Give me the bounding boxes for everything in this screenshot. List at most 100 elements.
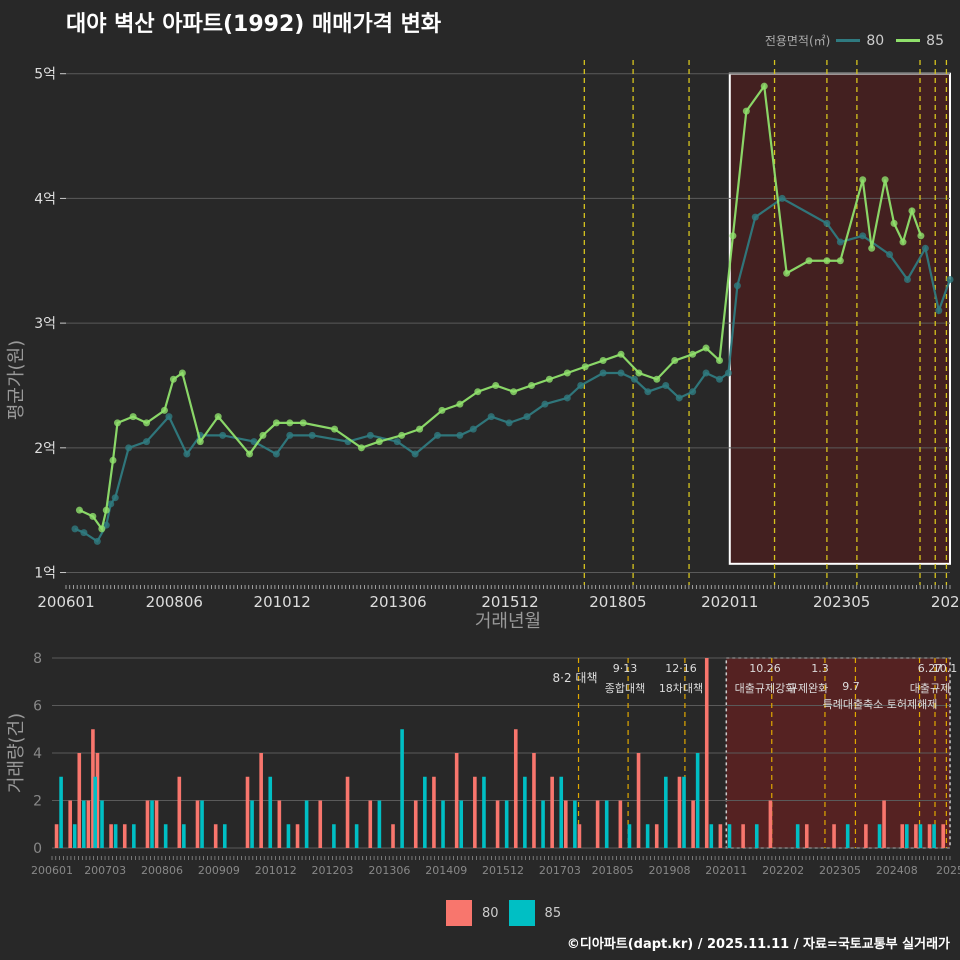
x-tick-label: 201512 [481, 593, 538, 611]
bar-legend: 80 85 [446, 900, 561, 926]
data-point-80 [733, 282, 741, 290]
bar-80 [927, 824, 932, 848]
data-point-85 [702, 344, 710, 352]
bar-85 [627, 824, 632, 848]
data-point-80 [630, 375, 638, 383]
bar-x-tick-label: 200703 [84, 864, 126, 877]
bar-80 [259, 753, 263, 848]
bar-x-tick-label: 201306 [368, 864, 410, 877]
bar-85 [918, 824, 923, 848]
bar-80 [577, 824, 582, 848]
data-point-85 [836, 257, 844, 265]
data-point-85 [581, 363, 589, 371]
data-point-80 [523, 413, 531, 421]
bar-x-tick-label: 201908 [648, 864, 690, 877]
data-point-85 [908, 207, 916, 215]
data-point-80 [662, 381, 670, 389]
policy-annotation: 특례대출축소 토허제해제 [823, 697, 938, 711]
data-point-85 [214, 413, 222, 421]
bar-80 [832, 824, 836, 848]
data-point-85 [510, 388, 518, 396]
data-point-85 [98, 525, 106, 533]
data-point-80 [71, 525, 79, 533]
legend-label-80: 80 [866, 32, 885, 49]
data-point-80 [921, 244, 929, 252]
y-tick-label: 4억 [34, 191, 56, 207]
bar-x-tick-label: 202011 [705, 864, 747, 877]
data-point-80 [715, 375, 723, 383]
bar-85 [377, 800, 382, 848]
data-point-80 [434, 431, 442, 439]
bar-80 [473, 776, 477, 848]
data-point-80 [469, 425, 477, 433]
bar-85 [459, 800, 464, 848]
data-point-85 [299, 419, 307, 427]
bar-80 [532, 753, 536, 848]
data-point-80 [778, 194, 786, 202]
data-point-85 [438, 406, 446, 414]
area-legend: 전용면적(㎡) 80 85 [765, 32, 950, 49]
data-point-80 [935, 307, 943, 315]
x-tick-label: 201805 [589, 593, 646, 611]
data-point-80 [111, 494, 119, 502]
bar-80 [704, 658, 709, 848]
data-point-80 [393, 438, 401, 446]
bar-80 [77, 753, 82, 848]
data-point-85 [102, 506, 110, 514]
bar-y-tick-label: 2 [33, 794, 42, 810]
bar-85 [541, 800, 545, 848]
bar-85 [727, 824, 732, 848]
data-point-85 [899, 238, 907, 246]
legend-swatch-85 [896, 39, 921, 42]
data-point-85 [563, 369, 571, 377]
data-point-80 [886, 251, 894, 259]
bar-80 [900, 824, 905, 848]
bar-85 [482, 776, 486, 848]
bar-80 [145, 800, 150, 848]
y-tick-label: 3억 [34, 316, 56, 332]
policy-annotation: 규제완화 [788, 682, 828, 695]
data-point-85 [416, 425, 424, 433]
bar-85 [441, 800, 445, 848]
data-point-80 [107, 500, 115, 508]
highlight-region [728, 72, 951, 565]
bar-x-tick-label: 202305 [819, 864, 861, 877]
data-point-85 [474, 388, 482, 396]
bar-x-tick-label: 200806 [141, 864, 183, 877]
data-point-80 [675, 394, 683, 402]
bar-85 [423, 776, 427, 848]
data-point-80 [724, 369, 732, 377]
data-point-80 [366, 431, 374, 439]
bar-85 [268, 776, 273, 848]
bar-x-tick-label: 2025 [936, 864, 960, 877]
data-point-85 [881, 176, 889, 184]
bar-85 [845, 824, 850, 848]
bar-85 [523, 776, 527, 848]
data-point-80 [143, 438, 151, 446]
policy-annotation: 종합대책 [605, 682, 645, 695]
bar-80 [691, 800, 695, 848]
legend-swatch-80 [836, 39, 861, 42]
data-point-80 [751, 213, 759, 221]
data-point-80 [165, 413, 173, 421]
bar-85 [877, 824, 882, 848]
data-point-80 [272, 450, 280, 458]
bar-85 [573, 800, 577, 848]
policy-annotation: 8·2 대책 [553, 670, 598, 685]
x-tick-label: 202011 [701, 593, 758, 611]
bar-80 [914, 824, 918, 848]
bar-y-tick-label: 0 [33, 841, 42, 857]
bar-y-tick-label: 6 [33, 699, 42, 715]
policy-annotation-date: 10.26 [749, 662, 781, 675]
policy-annotation-date: 6.27 [918, 662, 943, 675]
bar-80 [368, 800, 373, 848]
data-point-80 [125, 444, 133, 452]
bar-85 [132, 824, 136, 848]
bar-x-tick-label: 201012 [255, 864, 297, 877]
bar-85 [100, 800, 104, 848]
data-point-85 [75, 506, 83, 514]
data-point-85 [89, 512, 97, 520]
data-point-80 [563, 394, 571, 402]
bar-80 [195, 800, 200, 848]
bar-85 [795, 824, 800, 848]
